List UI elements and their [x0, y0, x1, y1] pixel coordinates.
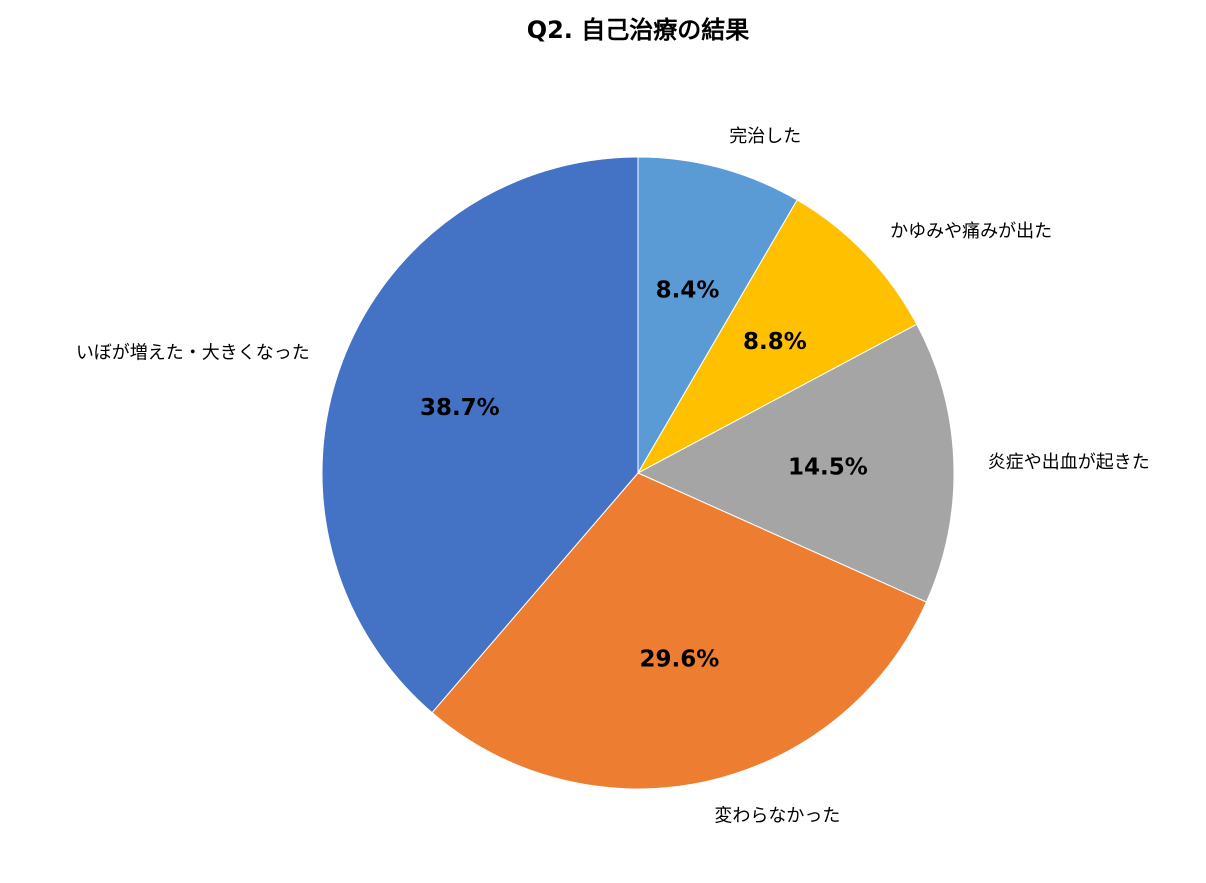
pie-slice	[636, 199, 918, 475]
pie-slice	[636, 323, 955, 603]
category-label: かゆみや痛みが出た	[890, 221, 1052, 242]
data-label: 29.6%	[640, 646, 720, 672]
category-label: 変わらなかった	[714, 806, 840, 827]
data-label: 8.4%	[656, 278, 720, 304]
data-label: 14.5%	[788, 454, 868, 480]
data-label: 8.8%	[743, 329, 807, 355]
category-label: いぼが増えた・大きくなった	[76, 342, 310, 363]
data-label: 38.7%	[420, 395, 500, 421]
pie-slice	[637, 156, 798, 475]
category-label: 完治した	[729, 126, 801, 147]
category-label: 炎症や出血が起きた	[988, 452, 1150, 473]
chart-title: Q2. 自己治療の結果	[527, 16, 750, 44]
pie-slice	[321, 156, 639, 714]
pie-slice	[431, 472, 928, 790]
